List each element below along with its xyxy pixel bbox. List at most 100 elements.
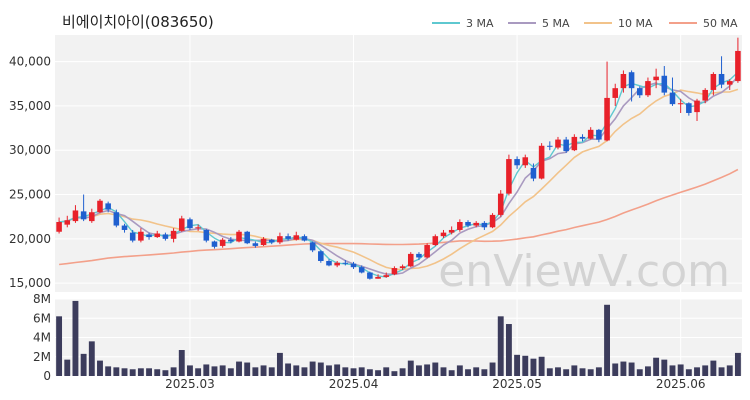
candle-body	[236, 231, 242, 242]
volume-bar	[546, 368, 553, 376]
volume-bar	[538, 356, 545, 376]
volume-tick-label: 0	[43, 369, 51, 383]
volume-bar	[432, 362, 439, 376]
candle-body	[735, 50, 741, 82]
volume-bar	[358, 367, 365, 376]
candle-body	[481, 222, 488, 228]
candle-body	[620, 73, 627, 89]
candle-body	[97, 200, 103, 213]
volume-bar	[407, 360, 414, 376]
candle-body	[448, 229, 455, 233]
candle-body	[195, 227, 201, 229]
candle-body	[285, 236, 291, 239]
candle-body	[636, 88, 643, 96]
candle-body	[64, 220, 71, 225]
volume-tick-label: 8M	[33, 292, 51, 306]
volume-bar	[555, 367, 561, 376]
volume-bar	[195, 368, 202, 376]
volume-bar	[383, 367, 390, 376]
candle-body	[129, 232, 136, 241]
volume-bar	[187, 365, 193, 376]
candle-body	[686, 103, 692, 113]
candle-body	[726, 81, 733, 85]
candle-body	[497, 193, 504, 215]
candle-body	[358, 267, 365, 273]
volume-bar	[416, 365, 422, 376]
volume-bar	[326, 365, 332, 376]
volume-bar	[162, 370, 169, 376]
ma50-line	[59, 168, 739, 266]
volume-bar	[80, 353, 87, 376]
volume-bar	[522, 355, 529, 376]
volume-bar	[88, 341, 95, 376]
candle-body	[367, 272, 373, 279]
candle-body	[587, 129, 594, 139]
price-plot-background	[55, 35, 742, 292]
volume-bar	[252, 367, 259, 376]
price-tick-label: 30,000	[9, 143, 51, 157]
volume-bar	[375, 370, 381, 376]
volume-bar	[203, 364, 210, 376]
volume-bar	[178, 350, 185, 376]
candle-body	[538, 145, 545, 179]
candle-body	[424, 245, 430, 258]
candle-body	[138, 231, 144, 241]
candle-body	[89, 212, 95, 222]
volume-bar	[465, 369, 471, 376]
volume-bar	[227, 368, 234, 376]
candle-body	[596, 129, 602, 140]
candle-body	[277, 236, 283, 243]
candle-body	[432, 236, 439, 246]
candle-body	[252, 243, 259, 246]
volume-bar	[342, 367, 349, 376]
candle-body	[72, 210, 79, 222]
volume-bar	[661, 359, 668, 376]
candle-body	[416, 253, 422, 258]
chart-title: 비에이치아이(083650)	[62, 13, 214, 31]
candle-body	[718, 73, 725, 85]
x-tick-label: 2025.03	[165, 377, 215, 391]
volume-bar	[424, 364, 431, 376]
candle-body	[203, 229, 210, 241]
volume-bar	[677, 364, 684, 376]
volume-bar	[105, 366, 112, 376]
volume-bar	[170, 367, 177, 376]
candle-body	[318, 251, 324, 261]
price-tick-label: 20,000	[9, 232, 51, 246]
x-tick-label: 2025.04	[329, 377, 379, 391]
volume-bar	[440, 367, 447, 376]
volume-bar	[571, 365, 578, 376]
candle-body	[473, 222, 479, 226]
ma10-line	[59, 88, 739, 271]
volume-bar	[293, 365, 300, 376]
candle-body	[579, 136, 586, 139]
volume-bar	[276, 352, 283, 376]
candle-body	[121, 225, 128, 230]
price-panel: 15,000 20,000 25,000 30,000 35,000 40,000 enVi…	[9, 35, 742, 297]
legend-label-50ma: 50 MA	[703, 17, 738, 30]
volume-bar	[113, 367, 120, 376]
volume-bar	[121, 368, 128, 376]
volume-bar	[268, 367, 275, 376]
candle-body	[187, 219, 193, 229]
legend-label-3ma: 3 MA	[466, 17, 494, 30]
x-axis: 2025.03 2025.04 2025.05 2025.06	[165, 377, 705, 391]
candle-body	[563, 139, 569, 152]
legend-label-5ma: 5 MA	[542, 17, 570, 30]
volume-bar	[563, 369, 570, 376]
candle-body	[309, 242, 316, 251]
volume-bar	[669, 365, 676, 376]
volume-bar	[309, 361, 316, 376]
volume-bar	[334, 364, 341, 376]
volume-bar	[350, 368, 357, 376]
volume-bar	[72, 300, 79, 376]
candle-body	[301, 236, 308, 241]
candle-body	[694, 100, 700, 113]
candle-body	[162, 234, 169, 239]
volume-bar	[64, 359, 71, 376]
candle-body	[293, 235, 300, 240]
volume-tick-label: 6M	[33, 311, 51, 325]
volume-bar	[399, 368, 406, 376]
candle-body	[628, 72, 635, 89]
